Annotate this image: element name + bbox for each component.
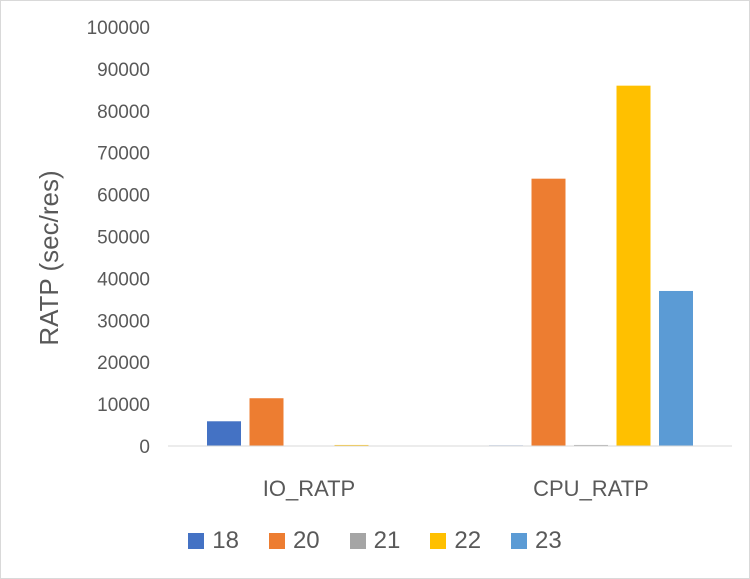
- legend-label: 20: [292, 527, 320, 554]
- x-category-label: IO_RATP: [263, 476, 356, 501]
- y-tick-label: 60000: [97, 186, 150, 207]
- y-tick-label: 10000: [97, 395, 150, 416]
- legend-swatch: [188, 533, 205, 549]
- y-tick-label: 30000: [97, 311, 150, 332]
- y-axis-ticks: 0 10000 20000 30000 40000 50000 60000 70000 8000…: [87, 18, 150, 458]
- legend: 18 20 21 22 23: [0, 524, 750, 558]
- bar-io-ratp-22: [334, 444, 369, 446]
- legend-item: 22: [430, 527, 481, 555]
- bar-io-ratp-20: [249, 398, 284, 446]
- legend-label: 23: [535, 527, 562, 554]
- y-tick-label: 20000: [97, 353, 150, 374]
- bar-io-ratp-18: [207, 421, 241, 446]
- legend-label: 22: [454, 527, 482, 554]
- legend-item: 21: [349, 527, 401, 555]
- legend-swatch: [430, 533, 447, 549]
- y-tick-label: 80000: [97, 102, 150, 123]
- y-tick-label: 40000: [97, 269, 150, 290]
- legend-item: 20: [268, 527, 320, 555]
- bars: [207, 85, 693, 447]
- y-tick-label: 50000: [97, 228, 150, 249]
- bar-cpu-ratp-21: [574, 444, 608, 446]
- legend-label: 18: [212, 527, 239, 554]
- y-axis-label: RATP (sec/res): [34, 170, 64, 345]
- y-tick-label: 100000: [87, 18, 150, 39]
- y-tick-label: 0: [139, 437, 150, 458]
- legend-swatch: [349, 533, 366, 549]
- bar-cpu-ratp-22: [616, 85, 651, 446]
- legend-item: 23: [511, 527, 562, 555]
- legend-swatch: [268, 533, 285, 549]
- bar-cpu-ratp-20: [531, 178, 566, 447]
- x-axis-categories: IO_RATP CPU_RATP: [263, 476, 649, 501]
- legend-item: 18: [188, 527, 239, 555]
- legend-label: 21: [373, 527, 401, 554]
- legend-swatch: [511, 533, 528, 549]
- x-category-label: CPU_RATP: [533, 476, 649, 501]
- y-tick-label: 70000: [97, 144, 150, 165]
- y-tick-label: 90000: [97, 60, 150, 81]
- bar-cpu-ratp-23: [659, 290, 693, 446]
